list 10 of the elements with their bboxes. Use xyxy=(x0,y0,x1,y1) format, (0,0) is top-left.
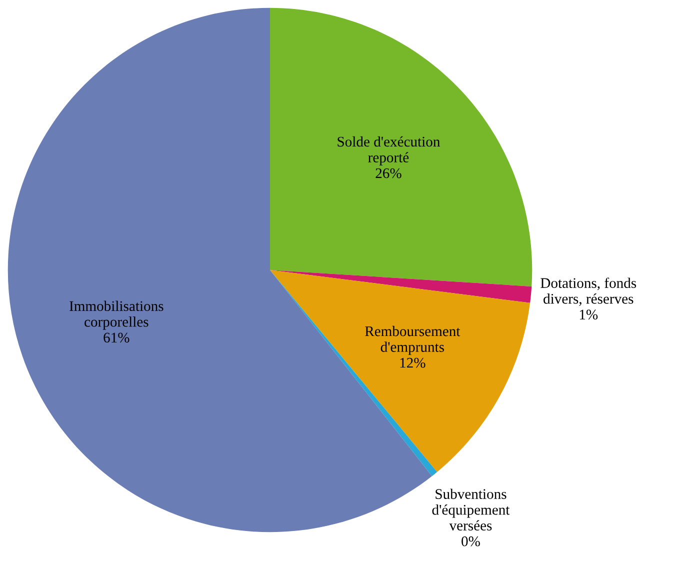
data-label: 0% xyxy=(462,536,480,546)
data-label: 26% xyxy=(376,168,402,178)
slice-label: Subventions d'équipement versées xyxy=(432,488,510,530)
data-label: 12% xyxy=(400,358,426,368)
data-label: 61% xyxy=(104,332,130,343)
slice-label: Immobilisations corporelles xyxy=(70,300,164,330)
slice-label: Remboursement d'emprunts xyxy=(365,326,460,355)
slice-label: Solde d'exécution reporté xyxy=(338,136,440,166)
slice-label: Dotations, fonds divers, réserves xyxy=(540,278,636,306)
data-label: 1% xyxy=(580,310,598,320)
